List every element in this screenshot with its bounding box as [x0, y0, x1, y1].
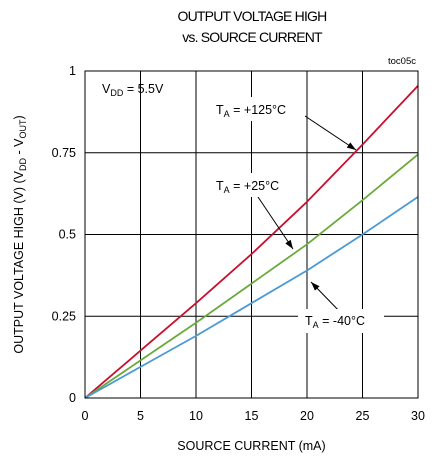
arrow-25-head [285, 239, 293, 249]
x-tick-label: 25 [356, 409, 370, 423]
y-tick-label: 1 [69, 64, 76, 78]
x-tick-label: 5 [137, 409, 144, 423]
series-label-25-value: = +25°C [230, 179, 279, 193]
series-label-125-value: = +125°C [230, 103, 286, 117]
x-tick-label: 15 [245, 409, 259, 423]
vdd-condition: VDD = 5.5V [102, 82, 164, 98]
y-tick-label: 0 [69, 391, 76, 405]
tick-labels: 0 5 10 15 20 25 30 0 0.25 0.5 0.75 1 [52, 64, 425, 423]
y-tick-label: 0.25 [52, 309, 76, 323]
series-label-m40-sub: A [313, 320, 319, 330]
vdd-sub: DD [110, 88, 123, 98]
label-bg-25 [212, 173, 298, 197]
series-label-m40-value: = -40°C [319, 314, 365, 328]
plot-frame [84, 70, 419, 399]
x-tick-label: 30 [411, 409, 425, 423]
series-label-125: TA = +125°C [216, 103, 286, 119]
x-tick-label: 10 [189, 409, 203, 423]
vdd-main: V [102, 82, 111, 96]
series-line-1 [84, 153, 419, 399]
x-axis-label: SOURCE CURRENT (mA) [177, 439, 325, 453]
series-lines [84, 85, 419, 399]
y-axis-label-prefix: OUTPUT VOLTAGE HIGH (V) (V [12, 170, 26, 353]
y-axis-label-suffix: ) [12, 115, 26, 119]
x-tick-label: 20 [300, 409, 314, 423]
figure-tag: toc05c [388, 56, 416, 67]
series-label-25: TA = +25°C [216, 179, 279, 195]
chart-title-line-2: vs. SOURCE CURRENT [182, 29, 323, 45]
x-tick-label: 0 [82, 409, 89, 423]
label-bg-m40 [298, 309, 384, 333]
series-label-m40: TA = -40°C [305, 314, 365, 330]
arrow-m40-head [311, 282, 320, 291]
y-axis-label-sub-out: OUT [18, 119, 28, 139]
label-bg-125 [213, 97, 305, 121]
y-tick-label: 0.75 [52, 146, 76, 160]
vdd-value: = 5.5V [123, 82, 164, 96]
series-label-25-sub: A [224, 185, 230, 195]
chart-title-line-1: OUTPUT VOLTAGE HIGH [178, 8, 327, 24]
series-label-125-sub: A [224, 109, 230, 119]
y-axis-label-sub-dd: DD [18, 157, 28, 170]
series-label-m40-main: T [305, 314, 313, 328]
arrow-125-line [304, 115, 357, 151]
arrow-25-line [255, 193, 294, 250]
series-line-2 [84, 196, 419, 399]
series-label-25-main: T [216, 179, 224, 193]
y-tick-label: 0.5 [59, 228, 76, 242]
y-axis-label-mid: - V [12, 138, 26, 158]
series-label-125-main: T [216, 103, 224, 117]
y-axis-label: OUTPUT VOLTAGE HIGH (V) (VDD - VOUT) [12, 115, 28, 353]
series-line-0 [84, 85, 419, 399]
arrow-125-head [346, 142, 356, 150]
